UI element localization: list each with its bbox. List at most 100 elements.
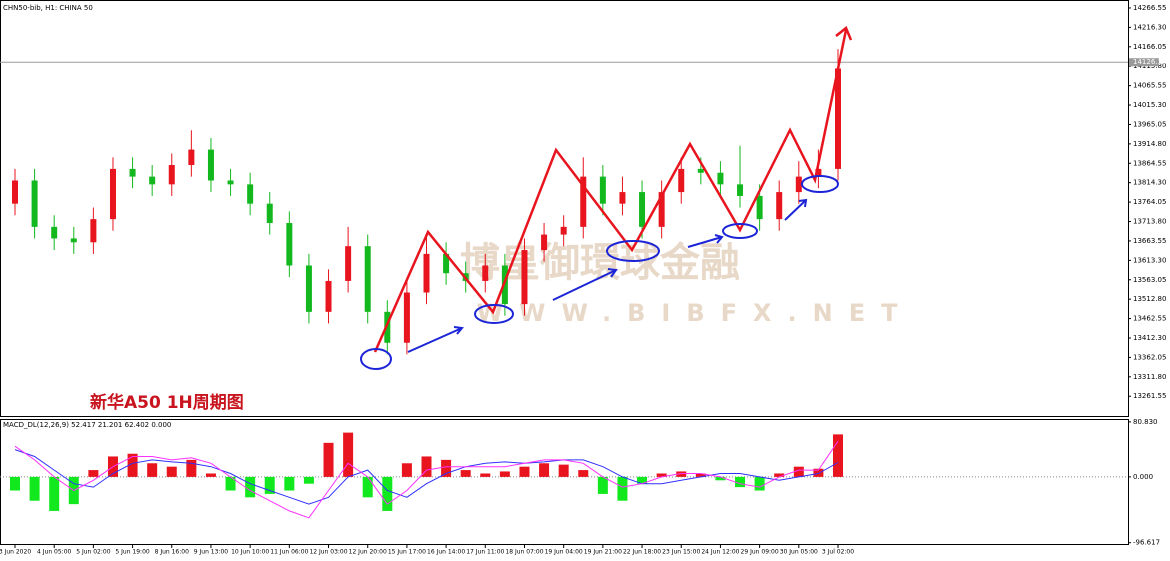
candle-body <box>305 265 312 312</box>
candle-body <box>168 165 175 185</box>
macd-bar <box>637 476 648 484</box>
y-tick-label: 0.000 <box>1133 473 1153 481</box>
candle-body <box>541 234 548 251</box>
macd-bar <box>460 470 471 477</box>
y-tick-label: 14166.05 <box>1133 43 1166 51</box>
x-tick-label: 10 Jun 10:00 <box>231 549 269 556</box>
macd-bar <box>774 473 785 477</box>
candle-body <box>12 180 18 204</box>
candle-body <box>345 246 352 281</box>
macd-bar <box>10 476 20 491</box>
price-frame <box>0 0 1129 417</box>
macd-bar <box>597 476 608 494</box>
x-tick-label: 22 Jun 18:00 <box>623 549 661 556</box>
price-label: 14126.10 <box>1133 58 1166 66</box>
candle-body <box>423 253 430 293</box>
macd-line <box>14 440 839 519</box>
macd-bar <box>205 473 216 477</box>
macd-bar <box>284 476 295 491</box>
x-tick-label: 4 Jun 05:00 <box>37 549 71 556</box>
x-tick-label: 23 Jun 15:00 <box>662 549 700 556</box>
circle <box>360 348 392 370</box>
macd-bar <box>578 470 589 477</box>
y-tick-label: 13613.30 <box>1133 256 1166 264</box>
circle <box>606 240 660 262</box>
y-tick-label: 14216.30 <box>1133 23 1166 31</box>
x-tick-label: 3 Jul 02:00 <box>822 549 854 556</box>
x-tick-label: 16 Jun 14:00 <box>427 549 465 556</box>
macd-bar <box>833 434 843 477</box>
candle-body <box>129 168 136 177</box>
macd-bar <box>88 470 99 477</box>
y-tick-label: -96.617 <box>1133 539 1160 547</box>
candle-body <box>149 176 156 185</box>
macd-bar <box>617 476 628 501</box>
candle-body <box>737 184 744 196</box>
x-tick-label: 18 Jun 07:00 <box>505 549 543 556</box>
x-tick-label: 19 Jun 21:00 <box>584 549 622 556</box>
macd-bar <box>382 476 393 511</box>
candle-body <box>678 168 685 193</box>
x-tick-label: 8 Jun 16:00 <box>155 549 189 556</box>
candle-body <box>717 172 724 185</box>
macd-line <box>14 449 839 505</box>
candle-body <box>835 68 841 169</box>
macd-bar <box>303 476 314 484</box>
candle-body <box>521 250 528 305</box>
y-tick-label: 13663.55 <box>1133 237 1166 245</box>
circle <box>722 223 758 239</box>
candle-body <box>619 192 626 204</box>
candle-body <box>325 280 332 312</box>
x-tick-label: 30 Jun 05:00 <box>780 549 818 556</box>
circle <box>474 304 514 324</box>
macd-bar <box>441 459 452 477</box>
zigzag <box>373 29 848 353</box>
candle-body <box>776 192 783 220</box>
candle-body <box>658 192 665 227</box>
y-tick-label: 13814.30 <box>1133 179 1166 187</box>
y-tick-label: 14065.55 <box>1133 82 1166 90</box>
y-tick-label: 13412.30 <box>1133 334 1166 342</box>
macd-bar <box>127 453 138 477</box>
candle-body <box>815 168 822 177</box>
y-tick-label: 13362.05 <box>1133 353 1166 361</box>
annotations <box>360 25 853 370</box>
symbol-title: CHN50-bib, H1: CHINA 50 <box>3 4 93 12</box>
macd-bar <box>264 476 275 494</box>
y-tick-label: 13311.80 <box>1133 373 1166 381</box>
candle-body <box>286 222 293 266</box>
candle-body <box>31 180 38 227</box>
y-tick-label: 80.830 <box>1133 418 1158 426</box>
y-tick-label: 13462.55 <box>1133 315 1166 323</box>
y-tick-label: 13261.55 <box>1133 392 1166 400</box>
macd-bar <box>813 468 824 477</box>
macd-frame <box>0 419 1129 545</box>
y-tick-label: 14015.30 <box>1133 101 1166 109</box>
frames <box>0 0 1129 545</box>
x-tick-label: 19 Jun 04:00 <box>545 549 583 556</box>
x-tick-label: 5 Jun 19:00 <box>115 549 149 556</box>
chart-annotation: 新华A50 1H周期图 <box>90 392 244 413</box>
candle-body <box>90 219 97 243</box>
candle-body <box>795 176 802 193</box>
x-tick-label: 17 Jun 11:00 <box>466 549 504 556</box>
macd-bar <box>499 471 510 477</box>
macd-bar <box>558 464 569 477</box>
candle-body <box>384 311 391 343</box>
macd-bar <box>754 476 765 491</box>
candle-body <box>482 265 489 281</box>
macd-bar <box>147 463 158 477</box>
candle-body <box>443 253 450 274</box>
y-tick-label: 13512.80 <box>1133 295 1166 303</box>
macd-bar <box>421 456 432 477</box>
circle <box>801 175 839 193</box>
candle-body <box>756 195 763 220</box>
y-tick-label: 13563.05 <box>1133 276 1166 284</box>
macd-bar <box>793 466 804 477</box>
x-tick-label: 11 Jun 06:00 <box>270 549 308 556</box>
macd-bar <box>480 473 491 477</box>
candle-body <box>70 238 77 243</box>
macd-bar <box>695 473 706 477</box>
y-tick-label: 13965.05 <box>1133 120 1166 128</box>
y-tick-label: 13713.80 <box>1133 218 1166 226</box>
